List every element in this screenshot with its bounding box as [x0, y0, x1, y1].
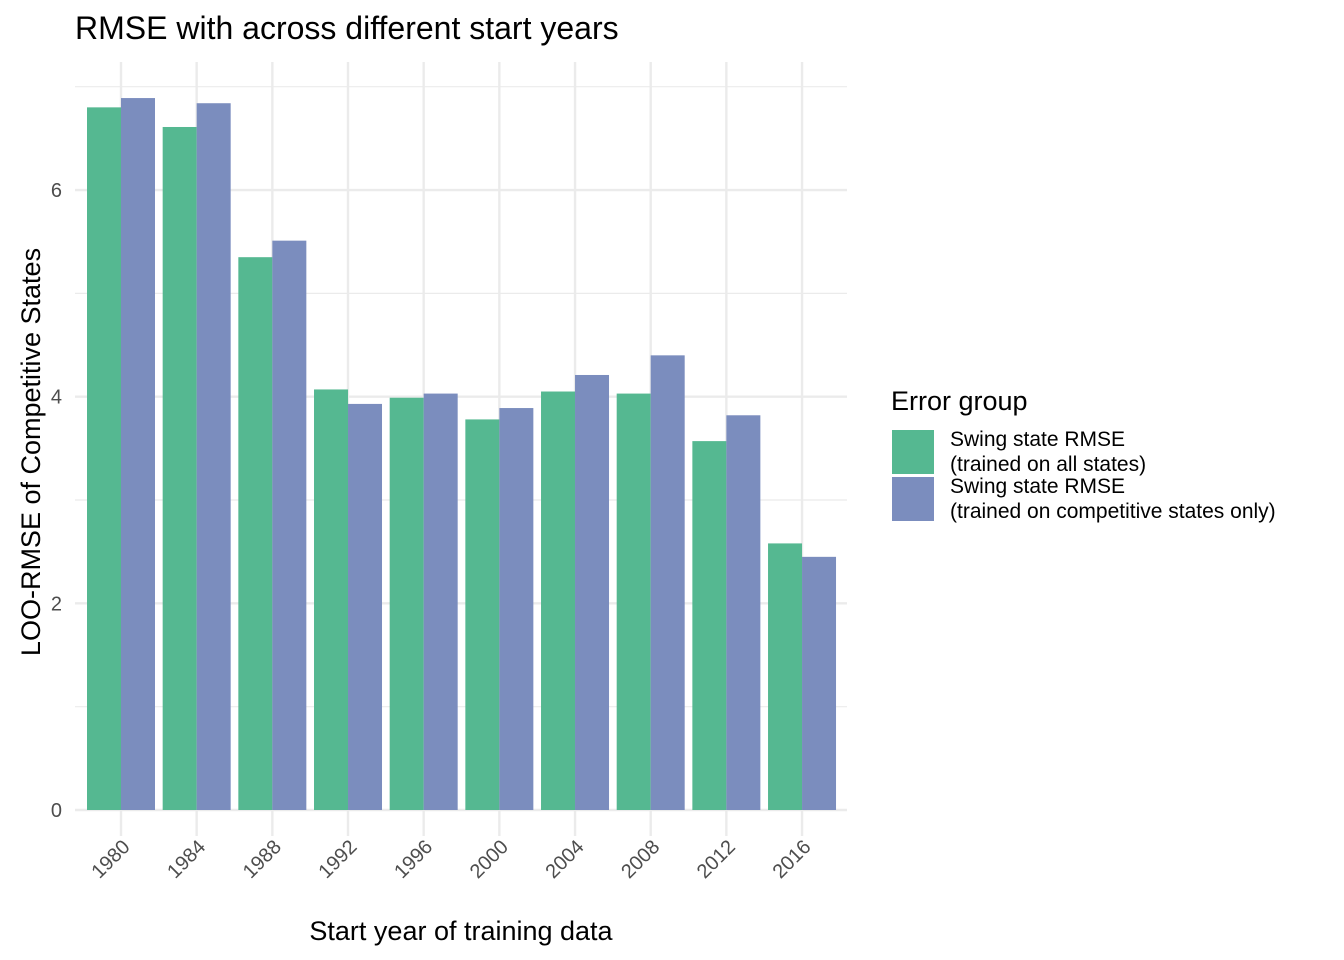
bar-1980-series-2: [121, 98, 155, 811]
bar-2000-series-1: [465, 419, 500, 810]
bars: [87, 98, 837, 811]
x-tick-label: 1988: [239, 836, 286, 883]
y-tick-label: 6: [51, 180, 62, 202]
bar-1984-series-1: [162, 126, 197, 810]
bar-1988-series-2: [272, 240, 307, 810]
x-tick-label: 2016: [769, 836, 816, 883]
legend: Error group Swing state RMSE(trained on …: [891, 386, 1276, 523]
chart-title: RMSE with across different start years: [75, 10, 619, 46]
x-axis-title: Start year of training data: [309, 916, 613, 946]
bar-2008-series-1: [616, 393, 651, 810]
y-axis-title: LOO-RMSE of Competitive States: [16, 248, 46, 656]
bar-1992-series-2: [348, 403, 383, 810]
y-tick-label: 0: [51, 800, 62, 822]
bar-2016-series-1: [768, 543, 803, 810]
bar-1980-series-1: [87, 107, 121, 810]
bar-2000-series-2: [499, 408, 534, 810]
legend-key-1: [892, 430, 934, 474]
legend-title: Error group: [891, 386, 1028, 416]
bar-1996-series-2: [423, 393, 458, 810]
bar-2016-series-2: [802, 556, 837, 810]
x-tick-label: 2004: [542, 836, 589, 883]
x-tick-label: 1980: [88, 836, 135, 883]
x-tick-label: 1996: [390, 836, 437, 883]
legend-key-2: [892, 477, 934, 521]
x-tick-label: 2000: [466, 836, 513, 883]
x-tick-label: 2012: [693, 836, 740, 883]
bar-2012-series-1: [692, 441, 727, 810]
x-tick-label: 2008: [617, 836, 664, 883]
bar-2008-series-2: [650, 355, 685, 810]
bar-1996-series-1: [389, 397, 424, 810]
x-axis-ticks: 1980 1984 1988 1992 1996 2000 2004 2008 2012 2016: [88, 836, 816, 883]
bar-2012-series-2: [726, 415, 761, 810]
legend-label-2: (trained on competitive states only): [950, 500, 1276, 523]
bar-2004-series-2: [575, 374, 610, 810]
y-tick-label: 2: [51, 593, 62, 615]
y-tick-label: 4: [51, 387, 62, 409]
bar-1992-series-1: [314, 389, 349, 810]
legend-label-2: Swing state RMSE: [950, 475, 1125, 498]
x-tick-label: 1992: [315, 836, 362, 883]
legend-label-1: Swing state RMSE: [950, 428, 1125, 451]
y-axis-ticks: 0 2 4 6: [51, 180, 62, 822]
x-tick-label: 1984: [163, 836, 210, 883]
bar-1988-series-1: [238, 257, 273, 810]
bar-2004-series-1: [541, 391, 576, 810]
legend-label-1: (trained on all states): [950, 453, 1146, 476]
bar-1984-series-2: [196, 103, 231, 811]
